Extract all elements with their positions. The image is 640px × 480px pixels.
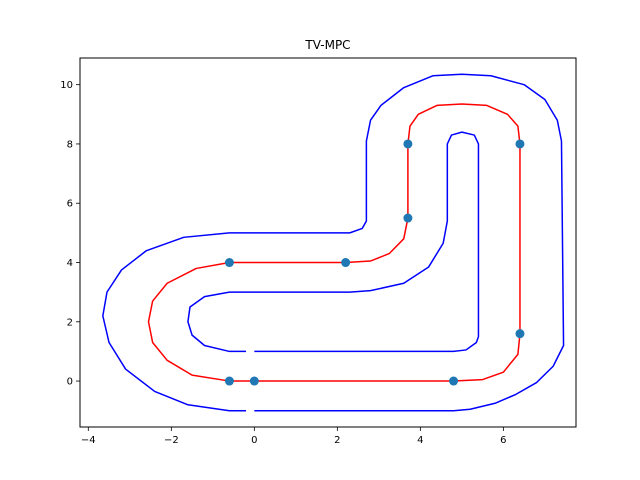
x-tick-label: −4 — [81, 435, 96, 446]
waypoint-marker-7 — [224, 258, 234, 268]
x-tick-label: 0 — [251, 435, 257, 446]
axes-frame — [79, 57, 577, 428]
x-tick-label: −2 — [164, 435, 179, 446]
waypoint-marker-2 — [515, 329, 525, 339]
y-tick-label: 0 — [67, 377, 73, 388]
waypoint-marker-0 — [249, 376, 259, 386]
waypoint-marker-1 — [449, 376, 459, 386]
x-tick-label: 2 — [334, 435, 340, 446]
axis-ticks: −4 −2 0 2 4 6 0 2 4 6 8 10 — [60, 80, 506, 446]
waypoint-marker-6 — [341, 258, 351, 268]
y-tick-label: 6 — [67, 199, 73, 210]
series-line-outer-boundary — [102, 73, 565, 412]
waypoint-marker-8 — [224, 376, 234, 386]
waypoint-marker-3 — [515, 139, 525, 149]
y-tick-label: 8 — [67, 139, 73, 150]
y-tick-label: 2 — [67, 317, 73, 328]
series-line-inner-boundary — [187, 131, 480, 353]
plot-area — [102, 73, 565, 412]
waypoint-marker-5 — [403, 213, 413, 223]
x-tick-label: 6 — [500, 435, 506, 446]
x-tick-label: 4 — [417, 435, 423, 446]
y-tick-label: 10 — [60, 80, 73, 91]
y-tick-label: 4 — [67, 258, 73, 269]
waypoint-marker-4 — [403, 139, 413, 149]
chart-title: TV-MPC — [304, 38, 350, 52]
